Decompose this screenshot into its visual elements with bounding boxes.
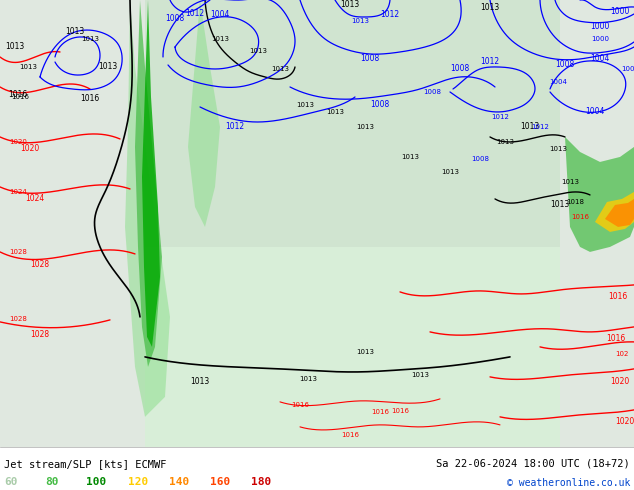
PathPatch shape [595,192,634,232]
Text: 1013: 1013 [5,43,25,51]
Text: 1008: 1008 [450,65,470,74]
Text: 1020: 1020 [9,139,27,145]
Text: 1013: 1013 [411,372,429,378]
Text: 1012: 1012 [380,10,399,20]
Text: 1024: 1024 [9,189,27,195]
Text: 1013: 1013 [356,349,374,355]
Text: 1012: 1012 [491,114,509,120]
Text: 1008: 1008 [555,60,574,70]
Text: 1013: 1013 [326,109,344,115]
Text: Sa 22-06-2024 18:00 UTC (18+72): Sa 22-06-2024 18:00 UTC (18+72) [436,459,630,469]
Text: 1000: 1000 [611,7,630,17]
Text: 1012: 1012 [185,9,205,19]
Text: © weatheronline.co.uk: © weatheronline.co.uk [507,478,630,488]
Text: 1012: 1012 [531,124,549,130]
Bar [145,0,560,447]
Text: 1004: 1004 [590,54,610,64]
Text: 1013: 1013 [19,64,37,70]
Text: 1013: 1013 [550,200,569,209]
Text: 1016: 1016 [341,432,359,438]
Text: 1013: 1013 [249,48,267,54]
Text: 1013: 1013 [401,154,419,160]
Text: 1008: 1008 [471,156,489,162]
Text: 1020: 1020 [611,377,630,387]
Text: 1013: 1013 [299,376,317,382]
Text: 1012: 1012 [481,57,500,67]
Text: 1013: 1013 [521,122,540,131]
Text: 1016: 1016 [391,408,409,414]
Text: 1013: 1013 [561,179,579,185]
Text: 1013: 1013 [271,66,289,72]
Text: 60: 60 [4,477,18,487]
Bar [0,0,145,447]
Text: 1008: 1008 [423,89,441,95]
Text: 1013: 1013 [351,18,369,24]
Text: 1000: 1000 [621,66,634,72]
Text: 1012: 1012 [226,122,245,131]
PathPatch shape [142,0,160,347]
Text: 1016: 1016 [81,95,100,103]
Text: 1013: 1013 [340,0,359,9]
Text: 1013: 1013 [296,102,314,108]
Text: 1016: 1016 [371,409,389,415]
Text: 1013: 1013 [98,63,118,72]
Text: 1020: 1020 [616,417,634,426]
Text: 100: 100 [86,477,107,487]
Text: Jet stream/SLP [kts] ECMWF: Jet stream/SLP [kts] ECMWF [4,459,167,469]
Text: 1004: 1004 [210,10,230,20]
Text: 1024: 1024 [25,195,44,203]
Text: 180: 180 [251,477,271,487]
Text: 1028: 1028 [30,330,49,340]
Text: 1013: 1013 [481,3,500,13]
Text: 1018: 1018 [566,199,584,205]
Text: 1016: 1016 [609,293,628,301]
Text: 1016: 1016 [571,214,589,220]
Bar [560,0,634,447]
Text: 1016: 1016 [291,402,309,408]
PathPatch shape [565,137,634,252]
Text: 102: 102 [616,351,629,357]
Bar [145,0,560,247]
Text: 1004: 1004 [549,79,567,85]
Text: 1000: 1000 [591,36,609,42]
Text: 1013: 1013 [211,36,229,42]
Text: 1028: 1028 [9,316,27,322]
Text: 1028: 1028 [30,260,49,270]
Text: 1016: 1016 [11,94,29,100]
Text: 80: 80 [45,477,59,487]
Text: 1008: 1008 [165,15,184,24]
PathPatch shape [188,0,220,227]
Text: 1013: 1013 [356,124,374,130]
Text: 160: 160 [210,477,230,487]
PathPatch shape [605,199,634,227]
Text: 1008: 1008 [370,100,390,109]
Text: 1013: 1013 [190,377,210,387]
PathPatch shape [125,0,170,417]
Text: 1013: 1013 [81,36,99,42]
Text: 120: 120 [127,477,148,487]
Text: 1016: 1016 [8,91,28,99]
Text: 1013: 1013 [549,146,567,152]
Text: 1013: 1013 [65,27,84,36]
PathPatch shape [135,0,162,367]
Text: 1004: 1004 [585,107,605,117]
Text: 1016: 1016 [606,334,626,343]
Text: 1008: 1008 [360,54,380,64]
Text: 1013: 1013 [496,139,514,145]
Text: 1013: 1013 [441,169,459,175]
Text: 1028: 1028 [9,249,27,255]
Text: 140: 140 [169,477,189,487]
Text: 1020: 1020 [20,145,39,153]
Text: 1000: 1000 [590,23,610,31]
